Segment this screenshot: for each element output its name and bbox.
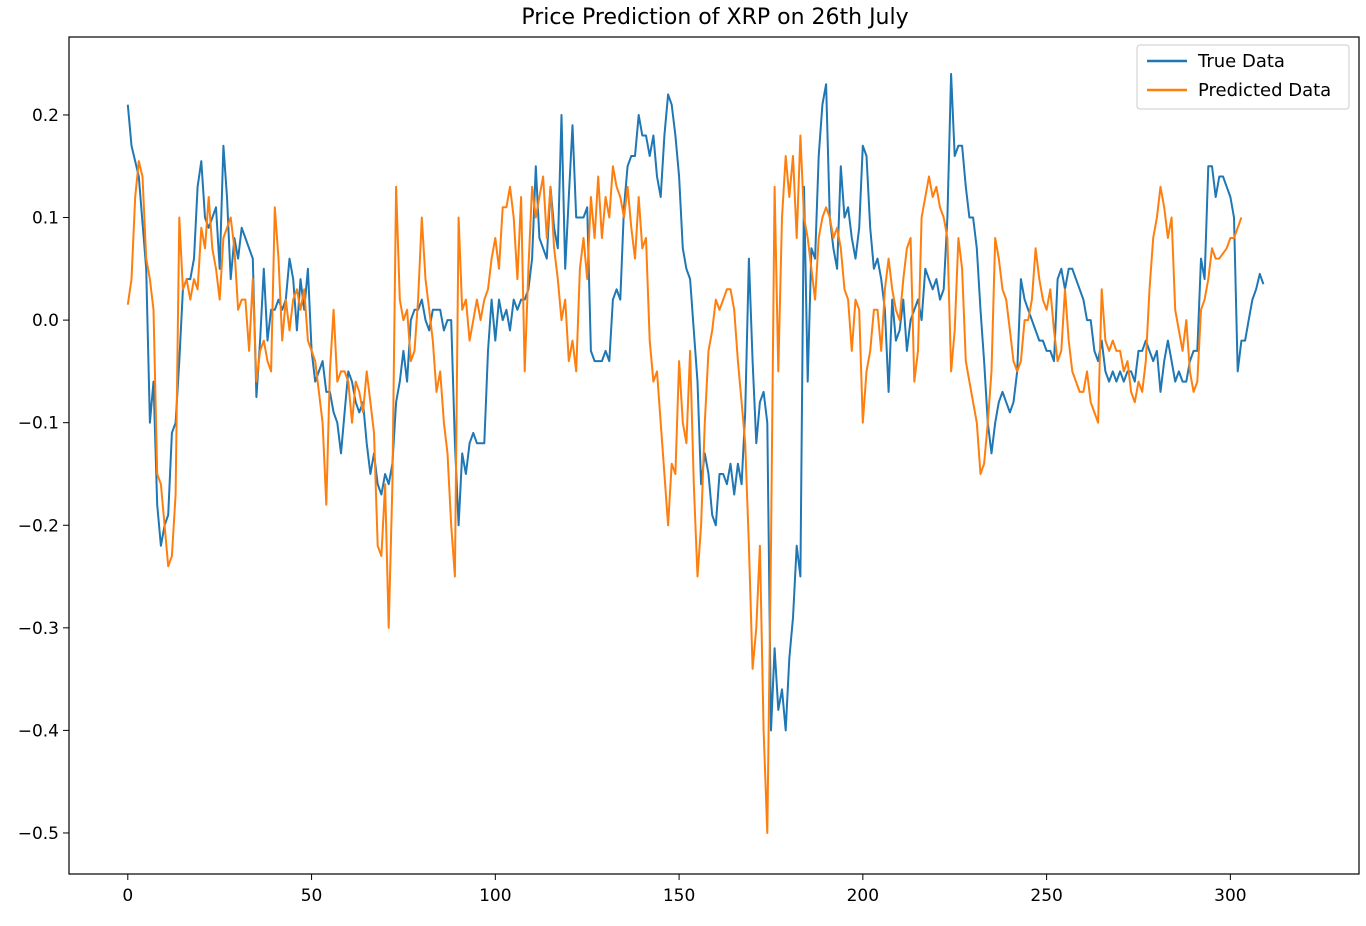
ticks-layer: 0 50 100 150 200 250 300 0.2 0.1 0.0 −0.1 −0.2 −0.3 −… <box>18 106 1247 906</box>
y-tick-label: −0.1 <box>18 414 59 434</box>
y-tick-label: 0.0 <box>32 311 59 331</box>
x-tick-label: 100 <box>479 886 511 906</box>
legend: True Data Predicted Data <box>1136 44 1350 110</box>
x-tick-label: 150 <box>663 886 695 906</box>
legend-label-predicted-data: Predicted Data <box>1198 80 1331 101</box>
x-tick-label: 50 <box>301 886 323 906</box>
axes-layer <box>68 36 1360 875</box>
x-tick-label: 200 <box>847 886 879 906</box>
y-tick-label: −0.5 <box>18 824 59 844</box>
chart-title: Price Prediction of XRP on 26th July <box>521 5 908 30</box>
legend-label-true-data: True Data <box>1197 51 1285 72</box>
y-tick-label: 0.2 <box>32 106 59 126</box>
y-tick-label: −0.3 <box>18 619 59 639</box>
y-tick-label: −0.4 <box>18 721 59 741</box>
x-tick-label: 0 <box>122 886 133 906</box>
series-layer <box>126 72 1265 834</box>
series-line-true-data <box>126 72 1265 732</box>
x-tick-label: 250 <box>1030 886 1062 906</box>
y-tick-label: 0.1 <box>32 209 59 229</box>
legend-frame <box>1136 44 1350 110</box>
y-tick-label: −0.2 <box>18 516 59 536</box>
x-tick-label: 300 <box>1214 886 1246 906</box>
plot-frame <box>68 36 1360 875</box>
series-line-predicted-data <box>126 134 1243 834</box>
